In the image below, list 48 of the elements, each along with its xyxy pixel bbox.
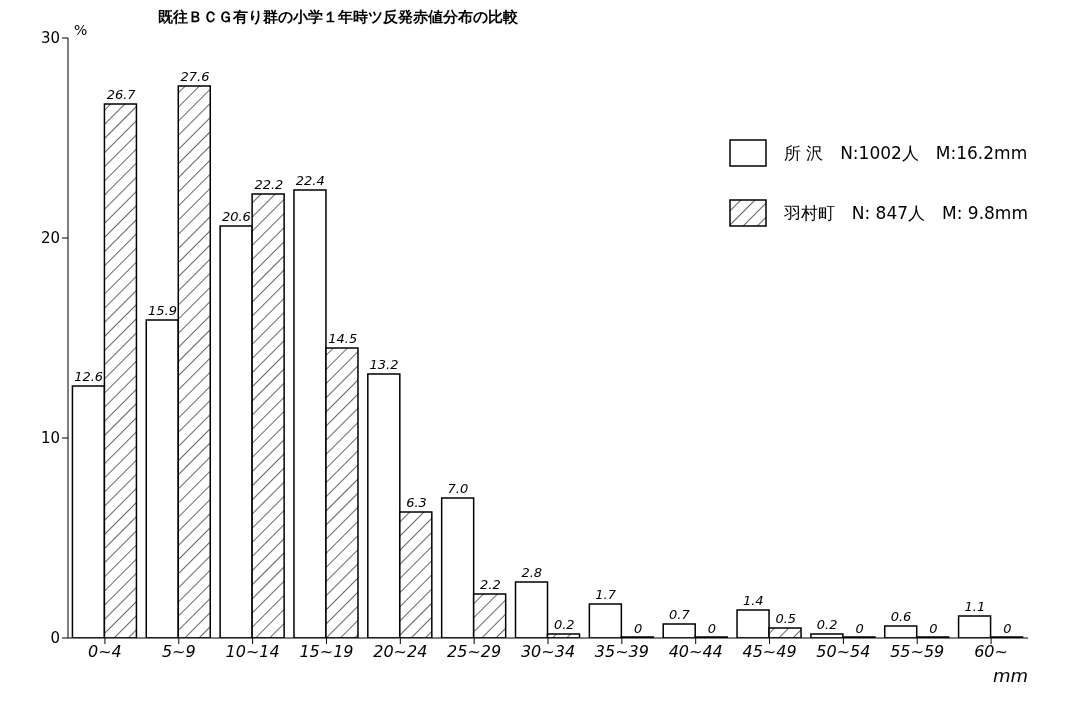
y-tick-label: 0 (50, 629, 60, 648)
data-label: 1.7 (595, 587, 617, 602)
data-label: 27.6 (180, 69, 210, 84)
data-label: 0.7 (669, 607, 691, 622)
data-label: 20.6 (221, 209, 251, 224)
data-label: 7.0 (447, 481, 469, 496)
data-label: 12.6 (74, 369, 104, 384)
data-label: 2.8 (521, 565, 543, 580)
data-label: 13.2 (369, 357, 399, 372)
x-tick-label: 10~14 (225, 642, 280, 662)
data-label: 6.3 (406, 495, 427, 510)
data-label: 0 (1003, 621, 1012, 636)
y-tick-label: 30 (40, 29, 60, 48)
data-label: 0.2 (553, 617, 575, 632)
y-tick-label: 20 (40, 229, 60, 248)
y-tick-label: 10 (40, 429, 60, 448)
data-label: 1.4 (742, 593, 764, 608)
data-label: 0.5 (775, 611, 797, 626)
x-tick-label: 20~24 (373, 642, 428, 662)
data-label: 0.2 (816, 617, 838, 632)
data-label: 0.6 (890, 609, 912, 624)
data-label: 15.9 (148, 303, 177, 318)
x-tick-label: 35~39 (594, 642, 649, 662)
data-label: 0 (929, 621, 938, 636)
chart-title: 既往ＢＣＧ有り群の小学１年時ツ反発赤値分布の比較 (158, 8, 518, 27)
data-label: 0 (707, 621, 717, 636)
data-label: 1.1 (964, 599, 986, 614)
data-label: 22.4 (295, 173, 325, 188)
legend-label: 羽村町 N: 847人 M: 9.8mm (783, 201, 1028, 225)
x-tick-label: 5~9 (161, 642, 196, 662)
x-tick-label: 30~34 (520, 642, 576, 662)
x-tick-label: 15~19 (299, 642, 354, 662)
x-tick-label: 50~54 (816, 642, 871, 662)
x-tick-label: 40~44 (668, 642, 723, 662)
data-label: 14.5 (328, 331, 358, 346)
data-label: 0 (633, 621, 643, 636)
data-label: 26.7 (106, 87, 137, 102)
x-tick-label: 55~59 (890, 642, 945, 662)
x-tick-label: 0~4 (88, 642, 122, 662)
data-label: 2.2 (480, 577, 501, 592)
legend-label: 所 沢 N:1002人 M:16.2mm (783, 141, 1028, 165)
data-label: 0 (855, 621, 864, 636)
x-axis-title: mm (992, 665, 1028, 686)
data-label: 22.2 (254, 177, 284, 192)
x-tick-label: 60~ (974, 642, 1008, 662)
x-tick-label: 25~29 (447, 642, 502, 662)
y-axis-title: % (74, 22, 88, 38)
x-tick-label: 45~49 (742, 642, 797, 662)
